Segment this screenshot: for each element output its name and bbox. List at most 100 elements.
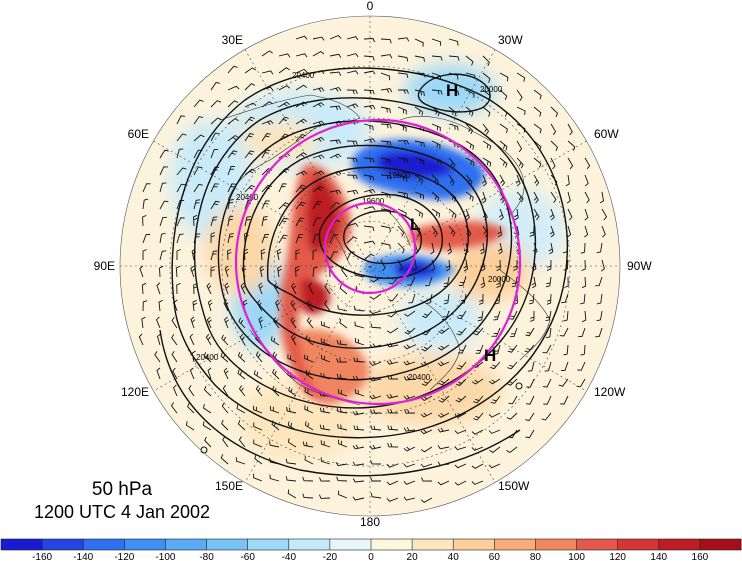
lon-label-150w: 150W	[498, 479, 530, 493]
wind-barb	[380, 242, 391, 250]
wind-barb	[261, 233, 270, 244]
wind-barb	[253, 405, 263, 414]
wind-barb	[224, 316, 230, 329]
wind-barb	[277, 265, 282, 278]
wind-barb	[542, 378, 552, 388]
wind-barb	[581, 310, 587, 323]
low-pressure-center-label: L	[410, 215, 420, 234]
wind-barb	[329, 153, 342, 159]
wind-barb	[176, 282, 181, 295]
wind-barb	[176, 249, 181, 260]
wind-barb	[397, 242, 405, 254]
wind-barb	[524, 344, 535, 353]
wind-barb	[329, 234, 338, 244]
wind-barb	[329, 105, 342, 111]
wind-barb	[159, 250, 167, 261]
wind-barb	[346, 89, 358, 95]
wind-barb	[407, 276, 416, 286]
wind-barb	[339, 318, 348, 329]
wind-barb	[346, 157, 358, 163]
wind-barb	[507, 344, 518, 353]
wind-barb	[567, 123, 573, 136]
wind-barb	[454, 429, 467, 435]
colorbar-swatch	[247, 539, 290, 550]
wind-barb	[338, 439, 348, 448]
wind-barb	[414, 225, 421, 238]
wind-barb	[584, 191, 590, 204]
wind-barb	[549, 208, 555, 221]
wind-barb	[278, 67, 290, 74]
wind-barb	[295, 152, 307, 159]
wind-barb	[403, 480, 416, 485]
wind-barb	[454, 446, 467, 451]
wind-barb	[276, 248, 282, 261]
wind-barb	[448, 157, 456, 169]
lon-label-120w: 120W	[594, 385, 626, 399]
wind-barb	[159, 265, 164, 278]
wind-barb	[488, 378, 501, 385]
wind-barb	[304, 455, 314, 465]
wind-barb	[471, 429, 484, 435]
wind-barb	[397, 225, 405, 237]
wind-barb	[210, 200, 220, 210]
wind-barb	[363, 188, 376, 194]
wind-barb	[507, 361, 518, 370]
wind-barb	[363, 174, 375, 181]
wind-barb	[431, 140, 441, 149]
colorbar-swatch	[576, 539, 619, 550]
colorbar-tick-label: 100	[568, 552, 585, 561]
wind-barb	[580, 293, 586, 305]
wind-barb	[336, 358, 348, 363]
wind-barb	[533, 174, 540, 187]
wind-barb	[237, 352, 246, 363]
wind-barb	[324, 282, 331, 295]
wind-barb	[210, 250, 218, 261]
wind-barb	[421, 344, 433, 352]
wind-barb	[278, 53, 291, 58]
wind-barb	[488, 412, 501, 418]
wind-barb	[414, 174, 424, 184]
wind-barb	[253, 370, 263, 380]
wind-barb	[261, 120, 274, 126]
colorbar-tick-label: -100	[155, 552, 175, 561]
wind-barb	[142, 183, 151, 193]
wind-barb	[499, 174, 506, 187]
wind-barb	[448, 123, 459, 131]
wind-barb	[227, 165, 236, 176]
wind-barb	[295, 234, 304, 244]
wind-barb	[202, 421, 212, 431]
wind-barb	[352, 410, 365, 416]
wind-barb	[363, 206, 376, 211]
wind-barb	[155, 316, 161, 329]
colorbar-tick-label: -140	[73, 552, 93, 561]
wind-barb	[420, 446, 433, 453]
wind-barb	[272, 368, 280, 380]
wind-barb	[172, 367, 178, 380]
wind-barb	[496, 276, 501, 289]
wind-barb	[312, 136, 325, 142]
wind-barb	[445, 259, 451, 272]
wind-barb	[548, 242, 554, 255]
wind-barb	[403, 394, 416, 400]
wind-barb	[159, 149, 169, 159]
wind-barb	[363, 225, 375, 232]
wind-barb	[414, 208, 424, 218]
wind-barb	[176, 183, 186, 193]
wind-barb	[560, 395, 569, 405]
wind-barb	[397, 157, 409, 164]
wind-barb	[492, 327, 501, 337]
wind-barb	[545, 276, 552, 288]
wind-barb	[509, 310, 518, 320]
colorbar-tick-label: 160	[692, 552, 709, 561]
wind-barb	[369, 394, 382, 400]
wind-barb	[295, 170, 308, 176]
wind-barb	[599, 191, 604, 204]
colorbar-tick-label: 120	[609, 552, 626, 561]
wind-barb	[176, 199, 185, 210]
wind-barb	[159, 182, 167, 193]
wind-barb	[336, 339, 348, 346]
wind-barb	[370, 492, 382, 499]
wind-barb	[584, 157, 591, 170]
wind-barb	[159, 166, 168, 176]
wind-barb	[380, 38, 392, 44]
